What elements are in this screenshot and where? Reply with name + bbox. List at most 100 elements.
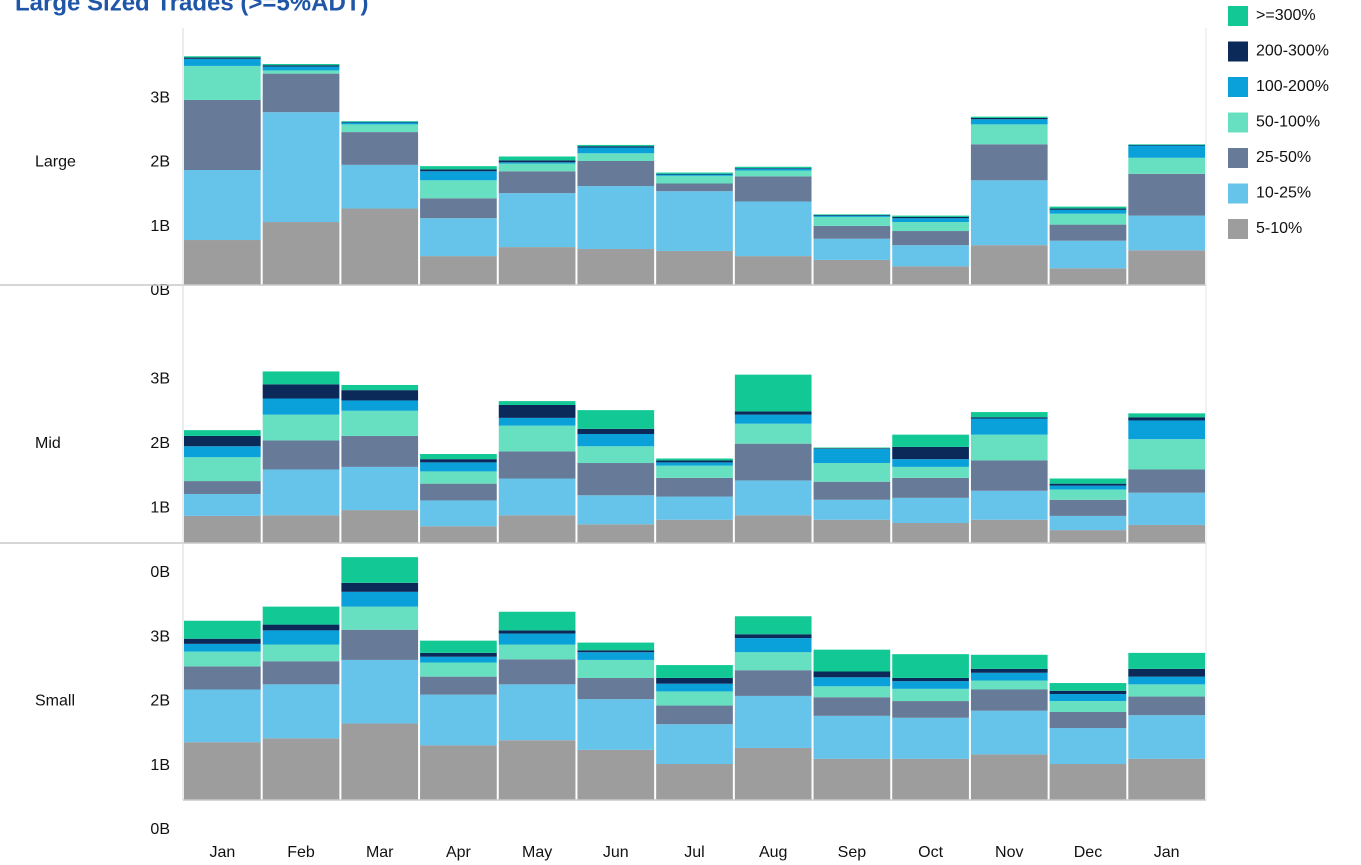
bar-segment [656,462,733,466]
y-tick-label: 1B [150,500,170,517]
bar-segment [813,447,891,449]
bar-segment [184,435,261,447]
bar-segment [970,654,1048,669]
bar-segment [1128,420,1205,440]
bar-segment [498,633,576,645]
bar-segment [420,483,497,501]
bar-segment [970,460,1048,491]
bar-segment [892,701,969,718]
bar-segment [577,524,655,543]
bar-segment [656,691,733,706]
y-tick-label: 3B [150,371,170,388]
bar-segment [341,384,419,391]
bar-segment [498,171,576,194]
bar-segment [420,694,497,746]
bar-segment [341,390,419,401]
bar-segment [341,121,419,123]
bar-segment [577,699,655,750]
bar-segment [656,724,733,765]
bar-segment [1128,696,1205,716]
bar-segment [970,490,1048,520]
bar-segment [892,717,969,759]
bar-segment [184,57,261,59]
bar-segment [577,433,655,447]
bar-segment [420,656,497,663]
bar-segment [341,164,419,209]
x-tick-label: May [522,844,552,861]
bar-segment [262,738,340,800]
bar-segment [1128,668,1205,677]
bar-segment [813,677,891,687]
bar-segment [420,462,497,472]
bar-segment [1128,524,1205,543]
legend-label: 50-100% [1256,114,1320,131]
x-tick-label: Aug [759,844,787,861]
bar-segment [341,466,419,511]
bar-segment [341,659,419,724]
bar-segment [577,652,655,660]
bar-segment [498,404,576,418]
bar-segment [262,469,340,516]
y-tick-label: 3B [150,89,170,106]
y-tick-label: 0B [150,282,170,299]
bar-segment [262,112,340,223]
bar-segment [734,168,812,169]
bar-segment [577,428,655,434]
legend-swatch [1228,148,1248,168]
bar-segment [734,616,812,635]
bar-segment [734,443,812,481]
bar-segment [892,681,969,689]
bar-segment [970,754,1048,800]
bar-segment [656,705,733,725]
bar-segment [577,153,655,161]
legend-swatch [1228,77,1248,97]
bar-segment [970,668,1048,673]
bar-segment [970,124,1048,145]
bar-segment [892,477,969,498]
bar-segment [184,689,261,743]
bar-segment [262,371,340,385]
bar-segment [184,169,261,241]
bar-segment [498,515,576,543]
bar-segment [656,174,733,176]
y-tick-label: 2B [150,154,170,171]
bar-segment [656,250,733,285]
bar-segment [970,689,1048,711]
bar-segment [1128,652,1205,669]
bar-segment [1049,711,1127,729]
bar-segment [892,654,969,678]
bar-segment [577,410,655,429]
bar-segment [734,411,812,415]
bar-segment [262,661,340,685]
bar-segment [577,463,655,496]
bar-segment [656,183,733,192]
bar-segment [734,480,812,516]
bar-segment [184,643,261,652]
bar-segment [184,620,261,639]
x-tick-label: Nov [995,844,1023,861]
bar-segment [420,662,497,677]
bar-segment [184,56,261,58]
legend-label: 200-300% [1256,43,1329,60]
bar-segment [498,630,576,634]
bar-segment [262,515,340,543]
bar-segment [734,374,812,412]
bar-segment [656,191,733,251]
bar-segment [970,117,1048,120]
bar-segment [892,216,969,219]
bar-segment [184,65,261,100]
bar-segment [420,171,497,181]
bar-segment [1128,469,1205,493]
bar-segment [420,459,497,463]
legend-swatch [1228,219,1248,239]
bar-segment [892,215,969,217]
bar-segment [1128,250,1205,285]
bar-segment [341,591,419,607]
x-tick-label: Apr [446,844,472,861]
bar-segment [1049,485,1127,490]
x-tick-label: Jul [684,844,704,861]
y-tick-label: 1B [150,218,170,235]
bar-segment [420,652,497,657]
bar-segment [970,710,1048,755]
